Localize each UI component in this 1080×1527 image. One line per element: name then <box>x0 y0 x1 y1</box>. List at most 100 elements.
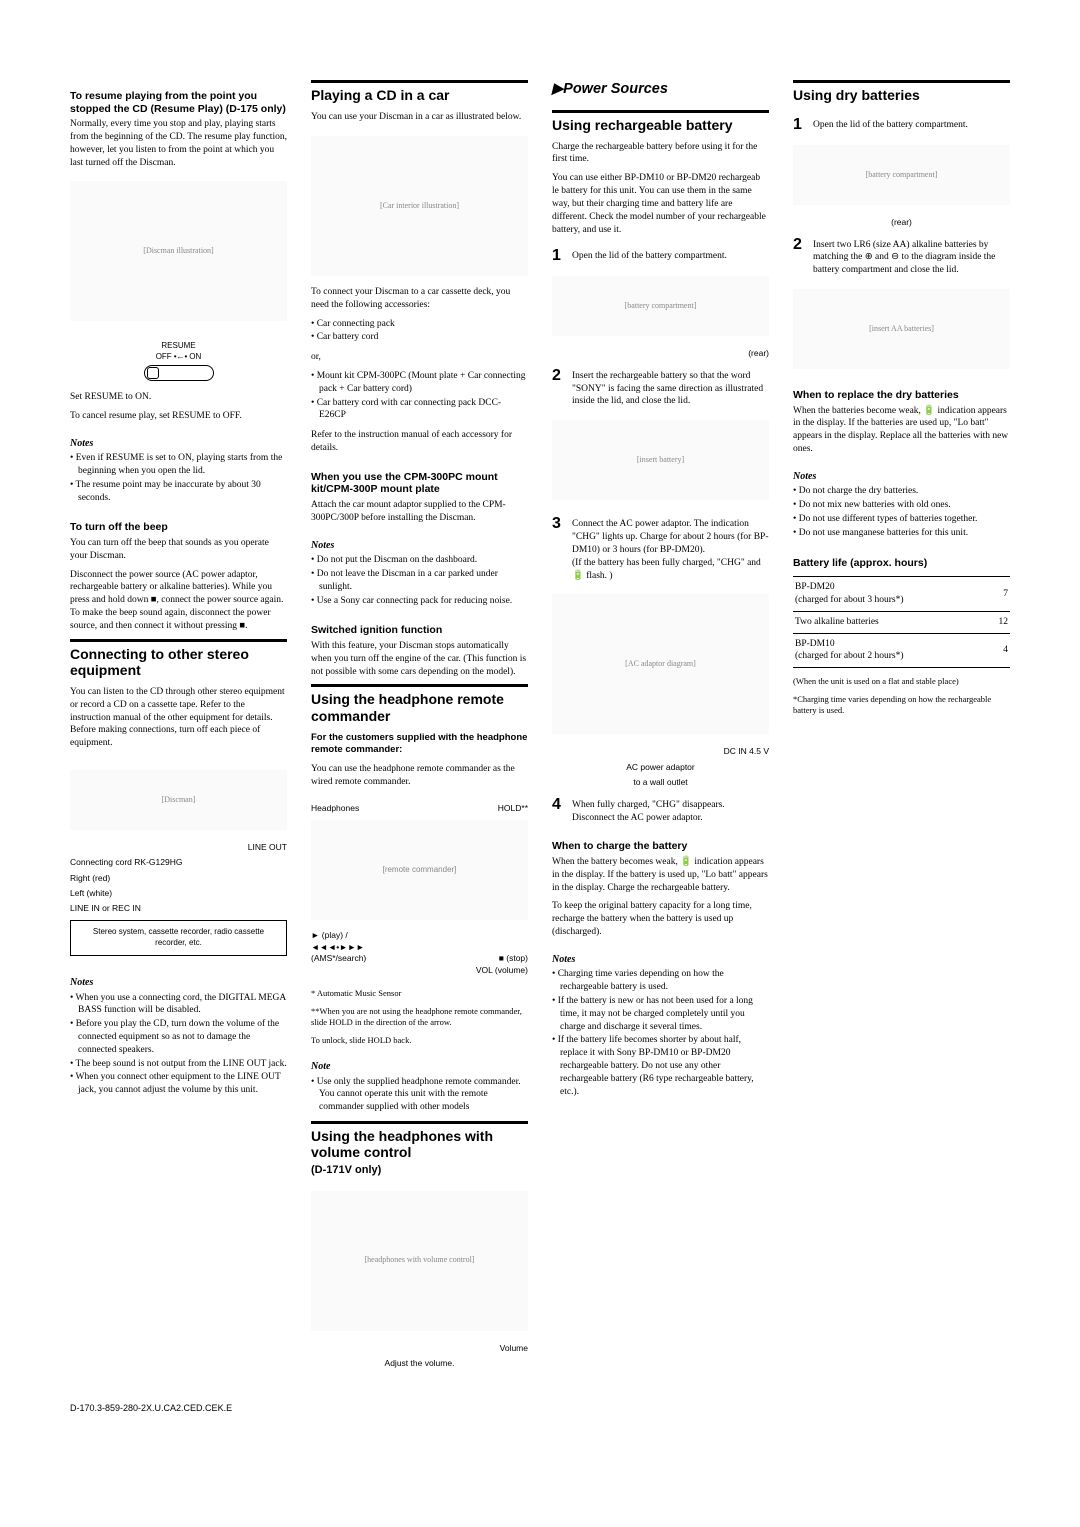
switch-sep: •←• <box>174 352 188 363</box>
step-3: 3 Connect the AC power adaptor. The indi… <box>552 516 769 582</box>
beep-p1: You can turn off the beep that sounds as… <box>70 537 287 563</box>
hold-note: **When you are not using the headphone r… <box>311 1006 528 1029</box>
unlock-note: To unlock, slide HOLD back. <box>311 1035 528 1046</box>
ams-label: ◄◄◄•►►► <box>311 942 528 953</box>
switch-on: ON <box>189 352 201 363</box>
switch-graphic <box>144 365 214 381</box>
car-or: or, <box>311 351 528 364</box>
connecting-heading: Connecting to other stereo equipment <box>70 646 287 678</box>
dry-insert-figure: [insert AA batteries] <box>793 289 1010 369</box>
recharge-p2: You can use either BP-DM10 or BP-DM20 re… <box>552 172 769 236</box>
note: If the battery is new or has not been us… <box>552 995 769 1033</box>
replace-heading: When to replace the dry batteries <box>793 389 1010 402</box>
note: Even if RESUME is set to ON, playing sta… <box>70 452 287 478</box>
battery-lid-figure: [battery compartment] <box>552 276 769 336</box>
right-label: Right (red) <box>70 871 287 886</box>
section-rule <box>70 639 287 642</box>
vol-heading-sub: (D-171V only) <box>311 1164 381 1176</box>
step3-sub: (If the battery has been fully charged, … <box>572 558 761 581</box>
acc: Car connecting pack <box>311 318 528 331</box>
ams2-label: (AMS*/search) <box>311 953 366 964</box>
step-number: 4 <box>552 797 566 825</box>
step-text: Insert the rechargeable battery so that … <box>572 368 769 408</box>
ignition-heading: Switched ignition function <box>311 624 528 637</box>
page-footer: D-170.3-859-280-2X.U.CA2.CED.CEK.E <box>70 1402 1010 1414</box>
step-text: Connect the AC power adaptor. The indica… <box>572 516 769 582</box>
batt-hours: 4 <box>987 633 1010 668</box>
section-rule <box>311 80 528 83</box>
column-1: To resume playing from the point you sto… <box>70 80 287 1372</box>
charge-when-heading: When to charge the battery <box>552 840 769 853</box>
table-row: BP-DM10 (charged for about 2 hours*) 4 <box>793 633 1010 668</box>
beep-heading: To turn off the beep <box>70 521 287 534</box>
connecting-desc: You can listen to the CD through other s… <box>70 686 287 750</box>
remote-note-list: Use only the supplied headphone remote c… <box>311 1076 528 1115</box>
remote-p: You can use the headphone remote command… <box>311 763 528 789</box>
vol-heading: Using the headphones with volume control… <box>311 1128 528 1177</box>
step-text: Insert two LR6 (size AA) alkaline batter… <box>813 237 1010 277</box>
battlife-heading: Battery life (approx. hours) <box>793 557 1010 570</box>
line-out-figure: [Discman] LINE OUT Connecting cord RK-G1… <box>70 764 287 960</box>
recharge-notes-h: Notes <box>552 953 769 967</box>
mount-p: Attach the car mount adaptor supplied to… <box>311 499 528 525</box>
remote-sub: For the customers supplied with the head… <box>311 732 527 756</box>
remote-note-h: Note <box>311 1060 528 1074</box>
recharge-notes: Charging time varies depending on how th… <box>552 968 769 1099</box>
note: Do not mix new batteries with old ones. <box>793 499 1010 512</box>
step-number: 2 <box>793 237 807 277</box>
step-number: 1 <box>793 117 807 133</box>
note: The resume point may be inaccurate by ab… <box>70 479 287 505</box>
battery-life-table: BP-DM20 (charged for about 3 hours*) 7 T… <box>793 576 1010 668</box>
note: Use a Sony car connecting pack for reduc… <box>311 595 528 608</box>
adjust-label: Adjust the volume. <box>311 1358 528 1369</box>
dry-lid-figure: [battery compartment] <box>793 145 1010 205</box>
cord-label: Connecting cord RK-G129HG <box>70 855 287 870</box>
step-text: Open the lid of the battery compartment. <box>813 117 1010 133</box>
discman-figure: [Discman illustration] <box>70 181 287 321</box>
rear-label: (rear) <box>793 217 1010 228</box>
recharge-heading: Using rechargeable battery <box>552 117 769 133</box>
charge-when-p2: To keep the original battery capacity fo… <box>552 900 769 938</box>
stop-label: ■ (stop) <box>499 953 528 964</box>
switch-title: RESUME <box>144 341 214 352</box>
table-row: BP-DM20 (charged for about 3 hours*) 7 <box>793 577 1010 612</box>
resume-heading: To resume playing from the point you sto… <box>70 90 287 115</box>
notes-heading-1: Notes <box>70 437 287 451</box>
section-rule <box>793 80 1010 83</box>
batt-label: Two alkaline batteries <box>793 611 987 633</box>
headphone-figure: Headphones HOLD** [remote commander] ► (… <box>311 803 528 976</box>
note: If the battery life becomes shorter by a… <box>552 1034 769 1098</box>
batt-hours: 7 <box>987 577 1010 612</box>
batt-foot1: (When the unit is used on a flat and sta… <box>793 676 1010 687</box>
step3-main: Connect the AC power adaptor. The indica… <box>572 519 769 555</box>
car-p1: You can use your Discman in a car as ill… <box>311 111 528 124</box>
acc: Car battery cord with car connecting pac… <box>311 397 528 423</box>
step-1: 1 Open the lid of the battery compartmen… <box>793 117 1010 133</box>
car-figure: [Car interior illustration] <box>311 136 528 276</box>
car-notes-h: Notes <box>311 539 528 553</box>
acc: Car battery cord <box>311 331 528 344</box>
note: Do not use different types of batteries … <box>793 513 1010 526</box>
column-3: ▶Power Sources Using rechargeable batter… <box>552 80 769 1372</box>
insert-battery-figure: [insert battery] <box>552 420 769 500</box>
power-sources-heading: ▶Power Sources <box>552 80 769 100</box>
notes-list-1: Even if RESUME is set to ON, playing sta… <box>70 452 287 505</box>
resume-on: Set RESUME to ON. <box>70 391 287 404</box>
play-label: ► (play) / <box>311 930 528 941</box>
line-out-label: LINE OUT <box>70 840 287 855</box>
remote-heading: Using the headphone remote commander <box>311 691 528 723</box>
section-rule <box>552 110 769 113</box>
car-p2: To connect your Discman to a car cassett… <box>311 286 528 312</box>
notes-heading-2: Notes <box>70 976 287 990</box>
ams-note: * Automatic Music Sensor <box>311 988 528 999</box>
step-2: 2 Insert two LR6 (size AA) alkaline batt… <box>793 237 1010 277</box>
note: When you use a connecting cord, the DIGI… <box>70 992 287 1018</box>
dry-notes: Do not charge the dry batteries. Do not … <box>793 485 1010 540</box>
car-acc-1: Car connecting pack Car battery cord <box>311 318 528 346</box>
note: Do not charge the dry batteries. <box>793 485 1010 498</box>
batt-label: BP-DM20 (charged for about 3 hours*) <box>793 577 987 612</box>
batt-foot2: *Charging time varies depending on how t… <box>793 694 1010 717</box>
ac-adaptor-figure: [AC adaptor diagram] <box>552 594 769 734</box>
vol-label: VOL (volume) <box>311 965 528 976</box>
wall-label: to a wall outlet <box>552 777 769 788</box>
